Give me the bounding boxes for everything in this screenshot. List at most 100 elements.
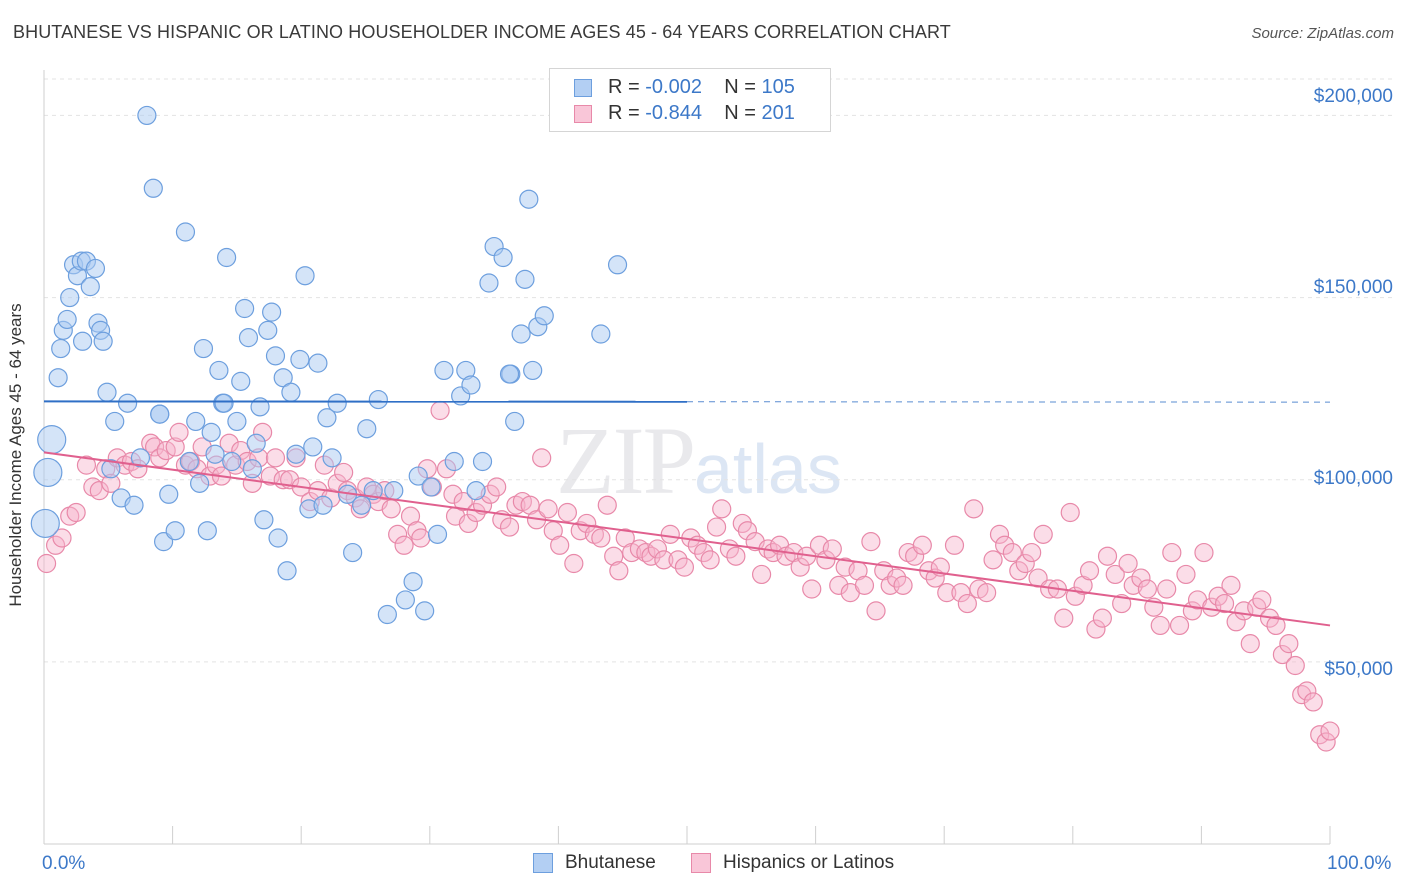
hispanics-point-196 xyxy=(1297,681,1317,701)
stats-legend: R = -0.002 N = 105 R = -0.844 N = 201 xyxy=(549,68,831,132)
bhutanese-point-46 xyxy=(242,459,262,479)
bhutanese-point-102 xyxy=(150,404,170,424)
chart-title: BHUTANESE VS HISPANIC OR LATINO HOUSEHOL… xyxy=(13,22,951,42)
bhutanese-point-86 xyxy=(466,481,486,501)
bhutanese-point-34 xyxy=(193,338,214,359)
bhutanese-point-90 xyxy=(493,247,513,268)
bhutanese-point-85 xyxy=(461,375,481,395)
hispanics-point-117 xyxy=(790,557,810,577)
hispanics-point-198 xyxy=(1310,725,1330,745)
bhutanese-point-22 xyxy=(124,495,144,515)
hispanics-point-132 xyxy=(887,568,907,588)
series-bhutanese-points xyxy=(30,105,628,625)
hispanics-point-14 xyxy=(141,433,161,453)
hispanics-point-191 xyxy=(1266,615,1286,636)
bhutanese-point-25 xyxy=(143,178,163,198)
bottom-legend-label-bhutanese: Bhutanese xyxy=(565,852,656,873)
hispanics-point-5 xyxy=(76,455,97,475)
legend-n-label: N = xyxy=(724,102,756,124)
hispanics-point-122 xyxy=(822,539,842,559)
axes xyxy=(43,70,1331,845)
hispanics-point-83 xyxy=(570,521,590,541)
hispanics-point-6 xyxy=(83,477,103,497)
legend-r-label: R = xyxy=(608,76,640,98)
y-tick-label-50k: $50,000 xyxy=(1324,659,1393,680)
hispanics-point-159 xyxy=(1060,502,1080,523)
source-label[interactable]: Source: ZipAtlas.com xyxy=(1251,25,1394,42)
bhutanese-point-78 xyxy=(415,601,435,621)
hispanics-point-189 xyxy=(1252,590,1272,610)
bhutanese-point-63 xyxy=(313,495,333,515)
hispanics-point-148 xyxy=(989,524,1010,544)
hispanics-point-61 xyxy=(430,400,450,421)
bhutanese-point-16 xyxy=(93,331,113,351)
bhutanese-point-77 xyxy=(408,466,428,486)
hispanics-point-58 xyxy=(411,528,431,548)
hispanics-point-18 xyxy=(165,437,185,457)
hispanics-point-152 xyxy=(1015,553,1035,574)
bhutanese-point-37 xyxy=(205,444,225,464)
hispanics-point-73 xyxy=(506,495,526,515)
hispanics-point-94 xyxy=(641,546,661,566)
x-tick-label-100: 100.0% xyxy=(1327,853,1392,874)
hispanics-point-95 xyxy=(647,539,668,559)
bhutanese-point-43 xyxy=(231,371,251,391)
bhutanese-point-57 xyxy=(286,444,306,464)
hispanics-point-7 xyxy=(89,481,109,501)
legend-text-hispanics: R = -0.844 N = 201 xyxy=(608,102,795,125)
bhutanese-point-64 xyxy=(317,408,337,428)
hispanics-point-194 xyxy=(1285,655,1305,676)
hispanics-point-96 xyxy=(654,550,674,570)
hispanics-point-169 xyxy=(1123,575,1143,595)
hispanics-point-142 xyxy=(951,583,971,603)
hispanics-point-128 xyxy=(861,532,881,552)
hispanics-point-144 xyxy=(964,499,984,519)
bhutanese-point-13 xyxy=(85,258,106,279)
bhutanese-point-104 xyxy=(499,364,520,384)
bhutanese-point-76 xyxy=(403,572,423,592)
bhutanese-point-81 xyxy=(434,360,454,381)
hispanics-point-103 xyxy=(700,550,720,570)
hispanics-point-82 xyxy=(564,553,584,574)
bhutanese-point-51 xyxy=(262,302,282,322)
hispanics-point-15 xyxy=(144,437,165,457)
hispanics-trend-line xyxy=(43,451,1331,627)
hispanics-point-97 xyxy=(660,524,680,544)
hispanics-point-77 xyxy=(532,448,552,468)
hispanics-point-167 xyxy=(1112,593,1132,614)
bhutanese-point-30 xyxy=(175,222,196,242)
bhutanese-point-58 xyxy=(290,349,310,370)
hispanics-point-93 xyxy=(636,542,656,563)
bhutanese-point-65 xyxy=(322,448,342,468)
hispanics-point-187 xyxy=(1240,634,1260,654)
bhutanese-point-55 xyxy=(277,561,297,581)
bhutanese-point-92 xyxy=(505,411,525,432)
bhutanese-point-45 xyxy=(238,328,259,348)
hispanics-point-102 xyxy=(694,542,714,563)
bhutanese-point-80 xyxy=(427,524,448,544)
hispanics-point-19 xyxy=(169,422,189,442)
bhutanese-point-4 xyxy=(51,338,71,359)
hispanics-point-55 xyxy=(394,535,414,555)
y-tick-label-150k: $150,000 xyxy=(1313,277,1393,298)
hispanics-point-105 xyxy=(712,499,732,519)
x-tick-label-0: 0.0% xyxy=(42,853,86,874)
bhutanese-point-31 xyxy=(179,451,199,472)
bhutanese-point-68 xyxy=(343,542,363,563)
hispanics-point-136 xyxy=(912,535,932,555)
hispanics-point-89 xyxy=(609,561,629,581)
hispanics-point-121 xyxy=(816,550,836,570)
hispanics-point-192 xyxy=(1272,644,1293,665)
bhutanese-point-35 xyxy=(197,521,217,541)
hispanics-point-141 xyxy=(944,535,965,555)
bhutanese-point-94 xyxy=(515,269,535,289)
hispanics-point-80 xyxy=(550,535,570,555)
hispanics-point-3 xyxy=(60,506,80,526)
bhutanese-point-59 xyxy=(295,266,315,286)
bhutanese-point-99 xyxy=(591,324,611,344)
legend-r-value: -0.002 xyxy=(645,76,702,98)
hispanics-point-177 xyxy=(1176,564,1196,585)
bhutanese-point-44 xyxy=(235,298,255,319)
hispanics-point-109 xyxy=(737,521,758,541)
